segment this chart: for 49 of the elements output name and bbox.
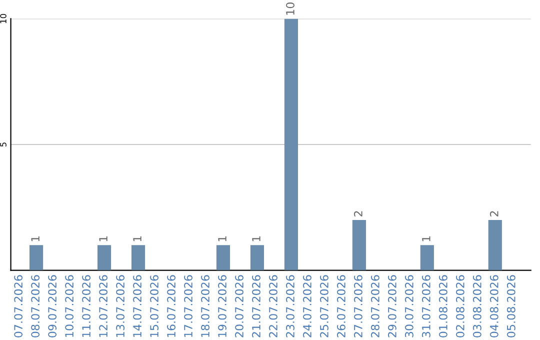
x-tick-label: 03.08.2026 (472, 275, 482, 338)
x-tick-label: 22.07.2026 (269, 275, 278, 338)
bar (29, 245, 44, 270)
bar (216, 245, 230, 270)
data-label: 1 (252, 236, 260, 242)
data-label: 1 (422, 236, 430, 242)
x-tick-label: 15.07.2026 (150, 275, 158, 337)
x-tick-label: 09.07.2026 (48, 275, 57, 338)
x-tick-label: 23.07.2026 (286, 275, 294, 338)
x-tick-label: 05.08.2026 (506, 275, 516, 338)
x-tick-label: 04.08.2026 (490, 275, 498, 338)
data-label: 1 (218, 236, 226, 242)
bar (131, 245, 146, 270)
data-label: 2 (490, 211, 498, 216)
x-tick-label: 25.07.2026 (320, 275, 328, 338)
data-label: 1 (31, 236, 40, 242)
data-label: 2 (354, 211, 362, 216)
x-tick-label: 21.07.2026 (252, 275, 260, 338)
x-tick-label: 14.07.2026 (133, 275, 142, 337)
x-tick-label: 26.07.2026 (337, 275, 346, 338)
bar (420, 245, 434, 270)
x-tick-label: 16.07.2026 (167, 275, 176, 337)
x-tick-label: 19.07.2026 (218, 275, 226, 337)
y-tick-label: 5 (0, 142, 6, 147)
x-tick-label: 29.07.2026 (388, 275, 396, 338)
x-tick-label: 13.07.2026 (116, 275, 124, 337)
x-tick-label: 27.07.2026 (354, 275, 362, 338)
bar (352, 220, 366, 270)
bar (97, 245, 112, 270)
x-tick-label: 28.07.2026 (370, 275, 380, 338)
data-label: 10 (286, 2, 294, 15)
x-tick-label: 10.07.2026 (65, 275, 74, 337)
x-tick-label: 24.07.2026 (303, 275, 312, 338)
bar (250, 245, 264, 270)
x-tick-label: 02.08.2026 (456, 275, 464, 338)
bar (284, 18, 298, 270)
x-tick-label: 30.07.2026 (404, 275, 414, 338)
x-tick-label: 07.07.2026 (14, 275, 23, 338)
x-tick-label: 12.07.2026 (99, 275, 108, 337)
x-tick-label: 31.07.2026 (422, 275, 430, 338)
x-tick-label: 18.07.2026 (201, 275, 210, 337)
x-tick-label: 17.07.2026 (184, 275, 192, 337)
x-tick-label: 08.07.2026 (31, 275, 40, 338)
data-label: 1 (99, 236, 108, 242)
x-tick-label: 11.07.2026 (82, 275, 90, 337)
data-label: 1 (133, 236, 142, 242)
bar (488, 220, 502, 270)
x-tick-label: 01.08.2026 (438, 275, 448, 338)
x-tick-label: 20.07.2026 (235, 275, 244, 338)
